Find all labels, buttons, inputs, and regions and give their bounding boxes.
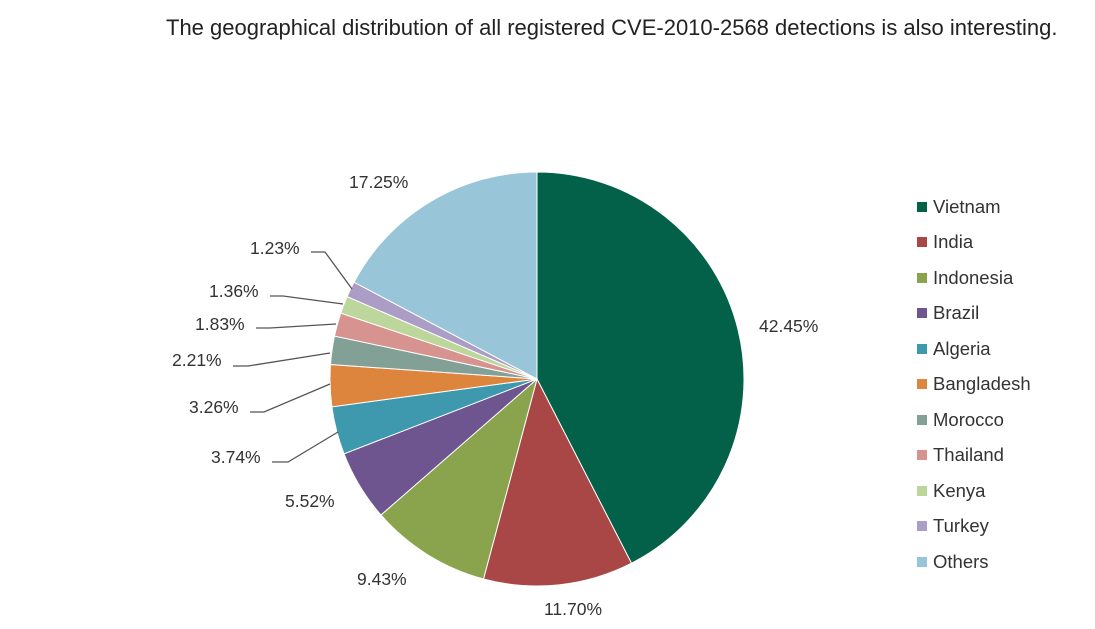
- data-label-bangladesh: 3.26%: [189, 397, 239, 417]
- pie-slice-india: [482, 377, 633, 587]
- leader-line-kenya: [270, 295, 344, 305]
- legend-label: Morocco: [933, 408, 1004, 430]
- legend-label: Others: [933, 550, 989, 572]
- data-label-algeria: 3.74%: [211, 447, 261, 467]
- pie-slice-others: [353, 171, 538, 380]
- leader-line-turkey: [311, 251, 353, 290]
- data-label-kenya: 1.36%: [209, 281, 259, 301]
- data-label-turkey: 1.23%: [250, 238, 300, 258]
- legend-label: Kenya: [933, 479, 986, 501]
- legend-label: Indonesia: [933, 266, 1014, 288]
- legend-label: Thailand: [933, 444, 1004, 466]
- legend-label: Vietnam: [933, 195, 1001, 217]
- legend-item-bangladesh: Bangladesh: [917, 367, 1031, 403]
- legend-item-india: India: [917, 225, 1031, 261]
- pie-slice-indonesia: [380, 377, 538, 580]
- leader-line-algeria: [272, 431, 339, 463]
- data-label-thailand: 1.83%: [195, 314, 245, 334]
- legend-item-others: Others: [917, 544, 1031, 580]
- legend-swatch: [917, 485, 927, 496]
- data-label-india: 11.70%: [544, 599, 602, 619]
- legend-label: Bangladesh: [933, 373, 1031, 395]
- legend-swatch: [917, 272, 927, 283]
- legend-item-thailand: Thailand: [917, 438, 1031, 474]
- legend-swatch: [917, 201, 927, 212]
- legend-swatch: [917, 521, 927, 532]
- legend-swatch: [917, 414, 927, 425]
- leader-line-thailand: [256, 323, 337, 329]
- data-label-vietnam: 42.45%: [759, 316, 818, 336]
- data-label-morocco: 2.21%: [172, 350, 222, 370]
- legend-swatch: [917, 379, 927, 390]
- legend-swatch: [917, 237, 927, 248]
- leader-line-bangladesh: [250, 383, 331, 413]
- legend-label: Algeria: [933, 337, 991, 359]
- legend-swatch: [917, 556, 927, 567]
- data-label-others: 17.25%: [349, 172, 408, 192]
- legend-item-brazil: Brazil: [917, 296, 1031, 332]
- legend-swatch: [917, 308, 927, 319]
- legend-item-algeria: Algeria: [917, 331, 1031, 367]
- data-label-indonesia: 9.43%: [357, 569, 407, 589]
- leader-line-morocco: [233, 352, 331, 367]
- legend-item-indonesia: Indonesia: [917, 260, 1031, 296]
- legend-swatch: [917, 343, 927, 354]
- legend-label: Brazil: [933, 302, 980, 324]
- legend-item-kenya: Kenya: [917, 473, 1031, 509]
- legend-label: Turkey: [933, 515, 989, 537]
- legend-item-vietnam: Vietnam: [917, 189, 1031, 225]
- legend-item-turkey: Turkey: [917, 509, 1031, 545]
- chart-legend: Vietnam India Indonesia Brazil Algeria Bangla…: [917, 189, 1031, 580]
- pie-slice-vietnam: [536, 171, 745, 564]
- legend-swatch: [917, 450, 927, 461]
- legend-item-morocco: Morocco: [917, 402, 1031, 438]
- data-label-brazil: 5.52%: [285, 491, 335, 511]
- chart-caption: The geographical distribution of all reg…: [166, 15, 1058, 40]
- legend-label: India: [933, 231, 974, 253]
